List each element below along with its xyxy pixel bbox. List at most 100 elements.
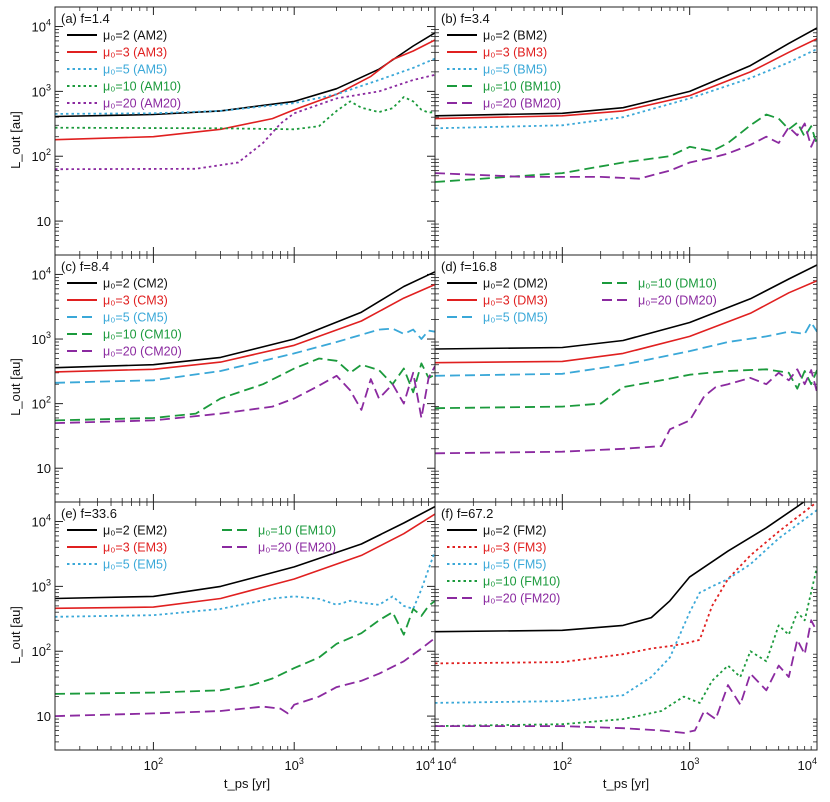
series-line-FM5 bbox=[435, 509, 817, 704]
series-line-EM2 bbox=[55, 505, 435, 600]
panel-c: 10 102 103 104 (c) f=8.4 μ₀=2 (CM2) μ₀=3 (CM3)… bbox=[32, 254, 436, 503]
series-lines-a bbox=[55, 32, 435, 171]
series-line-BM2 bbox=[435, 27, 817, 117]
legend-label-BM2: μ₀=2 (BM2) bbox=[483, 29, 547, 43]
series-line-AM10 bbox=[55, 96, 435, 131]
plot-frame-c bbox=[54, 254, 436, 503]
y-tick-label: 103 bbox=[32, 82, 51, 99]
y-tick-label: 102 bbox=[32, 642, 51, 659]
panel-title-a: (a) f=1.4 bbox=[61, 11, 110, 26]
series-line-BM5 bbox=[435, 48, 817, 130]
legend-label-FM3: μ₀=3 (FM3) bbox=[483, 541, 546, 555]
x-tick-label: 102 bbox=[144, 756, 163, 773]
legend-label-CM5: μ₀=5 (CM5) bbox=[103, 311, 168, 325]
series-line-CM2 bbox=[55, 271, 435, 369]
legend-label-EM3: μ₀=3 (EM3) bbox=[103, 541, 167, 555]
legend-label-EM5: μ₀=5 (EM5) bbox=[103, 558, 167, 572]
legend-label-DM10: μ₀=10 (DM10) bbox=[638, 277, 717, 291]
panels: 10 102 103 104 (a) f=1.4 μ₀=2 (AM2) μ₀=3 (AM3)… bbox=[32, 6, 818, 773]
series-lines-d bbox=[435, 264, 817, 455]
legend-label-EM20: μ₀=20 (EM20) bbox=[258, 541, 336, 555]
legend-label-CM2: μ₀=2 (CM2) bbox=[103, 277, 168, 291]
legend-label-AM2: μ₀=2 (AM2) bbox=[103, 29, 167, 43]
series-line-BM10 bbox=[435, 113, 817, 183]
minor-ticks-d bbox=[435, 255, 817, 502]
series-line-DM20 bbox=[435, 368, 817, 455]
y-tick-label: 10 bbox=[37, 461, 51, 476]
legend-label-FM2: μ₀=2 (FM2) bbox=[483, 524, 546, 538]
series-line-BM3 bbox=[435, 37, 817, 120]
x-tick-label: 103 bbox=[284, 756, 303, 773]
x-tick-label: 102 bbox=[553, 756, 572, 773]
plot-frame-a bbox=[54, 6, 436, 256]
plot-frame-b bbox=[434, 6, 818, 256]
panel-title-c: (c) f=8.4 bbox=[61, 259, 109, 274]
y-tick-label: 104 bbox=[32, 513, 51, 530]
series-line-DM2 bbox=[435, 264, 817, 350]
legend-label-EM10: μ₀=10 (EM10) bbox=[258, 524, 336, 538]
x-axis-label-right: t_ps [yr] bbox=[603, 776, 649, 791]
panel-b: (b) f=3.4 μ₀=2 (BM2) μ₀=3 (BM3) μ₀=5 (BM5) μ… bbox=[434, 6, 818, 256]
plot-frame-d bbox=[434, 254, 818, 503]
legend-label-AM5: μ₀=5 (AM5) bbox=[103, 63, 167, 77]
x-tick-label: 103 bbox=[680, 756, 699, 773]
legend-label-CM3: μ₀=3 (CM3) bbox=[103, 294, 168, 308]
y-tick-label: 102 bbox=[32, 395, 51, 412]
panel-a: 10 102 103 104 (a) f=1.4 μ₀=2 (AM2) μ₀=3 (AM3)… bbox=[32, 6, 436, 256]
y-tick-label: 103 bbox=[32, 577, 51, 594]
series-line-FM20 bbox=[435, 619, 817, 734]
minor-ticks-e bbox=[55, 502, 435, 750]
x-tick-label: 104 bbox=[416, 756, 435, 773]
legend-label-BM20: μ₀=20 (BM20) bbox=[483, 97, 561, 111]
series-line-CM3 bbox=[55, 283, 435, 373]
series-lines-c bbox=[55, 271, 435, 424]
legend-label-DM5: μ₀=5 (DM5) bbox=[483, 311, 548, 325]
legend-label-BM3: μ₀=3 (BM3) bbox=[483, 46, 547, 60]
y-axis-label-row-1: L_out [au] bbox=[8, 111, 23, 169]
series-line-FM3 bbox=[435, 502, 817, 665]
minor-ticks-c bbox=[55, 255, 435, 502]
legend-label-CM10: μ₀=10 (CM10) bbox=[103, 328, 182, 342]
legend-label-DM3: μ₀=3 (DM3) bbox=[483, 294, 548, 308]
series-line-EM10 bbox=[55, 600, 435, 695]
series-line-AM20 bbox=[55, 73, 435, 171]
plot-frame-e bbox=[54, 501, 436, 751]
series-line-DM3 bbox=[435, 279, 817, 364]
series-line-DM10 bbox=[435, 368, 817, 410]
series-line-FM2 bbox=[435, 502, 806, 633]
legend-label-FM5: μ₀=5 (FM5) bbox=[483, 558, 546, 572]
series-line-CM5 bbox=[55, 327, 435, 384]
y-tick-label: 10 bbox=[37, 709, 51, 724]
series-line-AM3 bbox=[55, 39, 435, 141]
y-tick-label: 102 bbox=[32, 147, 51, 164]
panel-title-f: (f) f=67.2 bbox=[441, 506, 493, 521]
legend-label-CM20: μ₀=20 (CM20) bbox=[103, 345, 182, 359]
y-axis-label-row-3: L_out [au] bbox=[8, 606, 23, 664]
series-lines-f bbox=[435, 502, 817, 734]
legend-label-EM2: μ₀=2 (EM2) bbox=[103, 524, 167, 538]
series-lines-b bbox=[435, 27, 817, 183]
y-axis-label-row-2: L_out [au] bbox=[8, 358, 23, 416]
y-tick-label: 104 bbox=[32, 18, 51, 35]
legend-label-AM20: μ₀=20 (AM20) bbox=[103, 97, 181, 111]
minor-ticks-a bbox=[55, 7, 435, 255]
series-line-EM3 bbox=[55, 513, 435, 610]
series-line-DM5 bbox=[435, 321, 817, 377]
legend-label-FM10: μ₀=10 (FM10) bbox=[483, 575, 560, 589]
series-lines-e bbox=[55, 505, 435, 717]
series-line-AM2 bbox=[55, 32, 435, 118]
series-line-CM10 bbox=[55, 357, 435, 422]
panel-e: 102 103 104 10 102 103 104 (e) f=33.6 μ₀=2 (EM2)… bbox=[32, 501, 436, 773]
series-line-EM5 bbox=[55, 550, 435, 618]
legend-label-AM10: μ₀=10 (AM10) bbox=[103, 80, 181, 94]
y-tick-label: 103 bbox=[32, 330, 51, 347]
x-tick-label: 104 bbox=[798, 756, 817, 773]
x-axis-label-left: t_ps [yr] bbox=[224, 776, 270, 791]
legend-label-DM20: μ₀=20 (DM20) bbox=[638, 294, 717, 308]
plot-frame-f bbox=[434, 501, 818, 751]
legend-label-FM20: μ₀=20 (FM20) bbox=[483, 592, 560, 606]
legend-label-AM3: μ₀=3 (AM3) bbox=[103, 46, 167, 60]
series-line-EM20 bbox=[55, 637, 435, 717]
minor-ticks-b bbox=[435, 7, 817, 255]
panel-title-d: (d) f=16.8 bbox=[441, 259, 497, 274]
